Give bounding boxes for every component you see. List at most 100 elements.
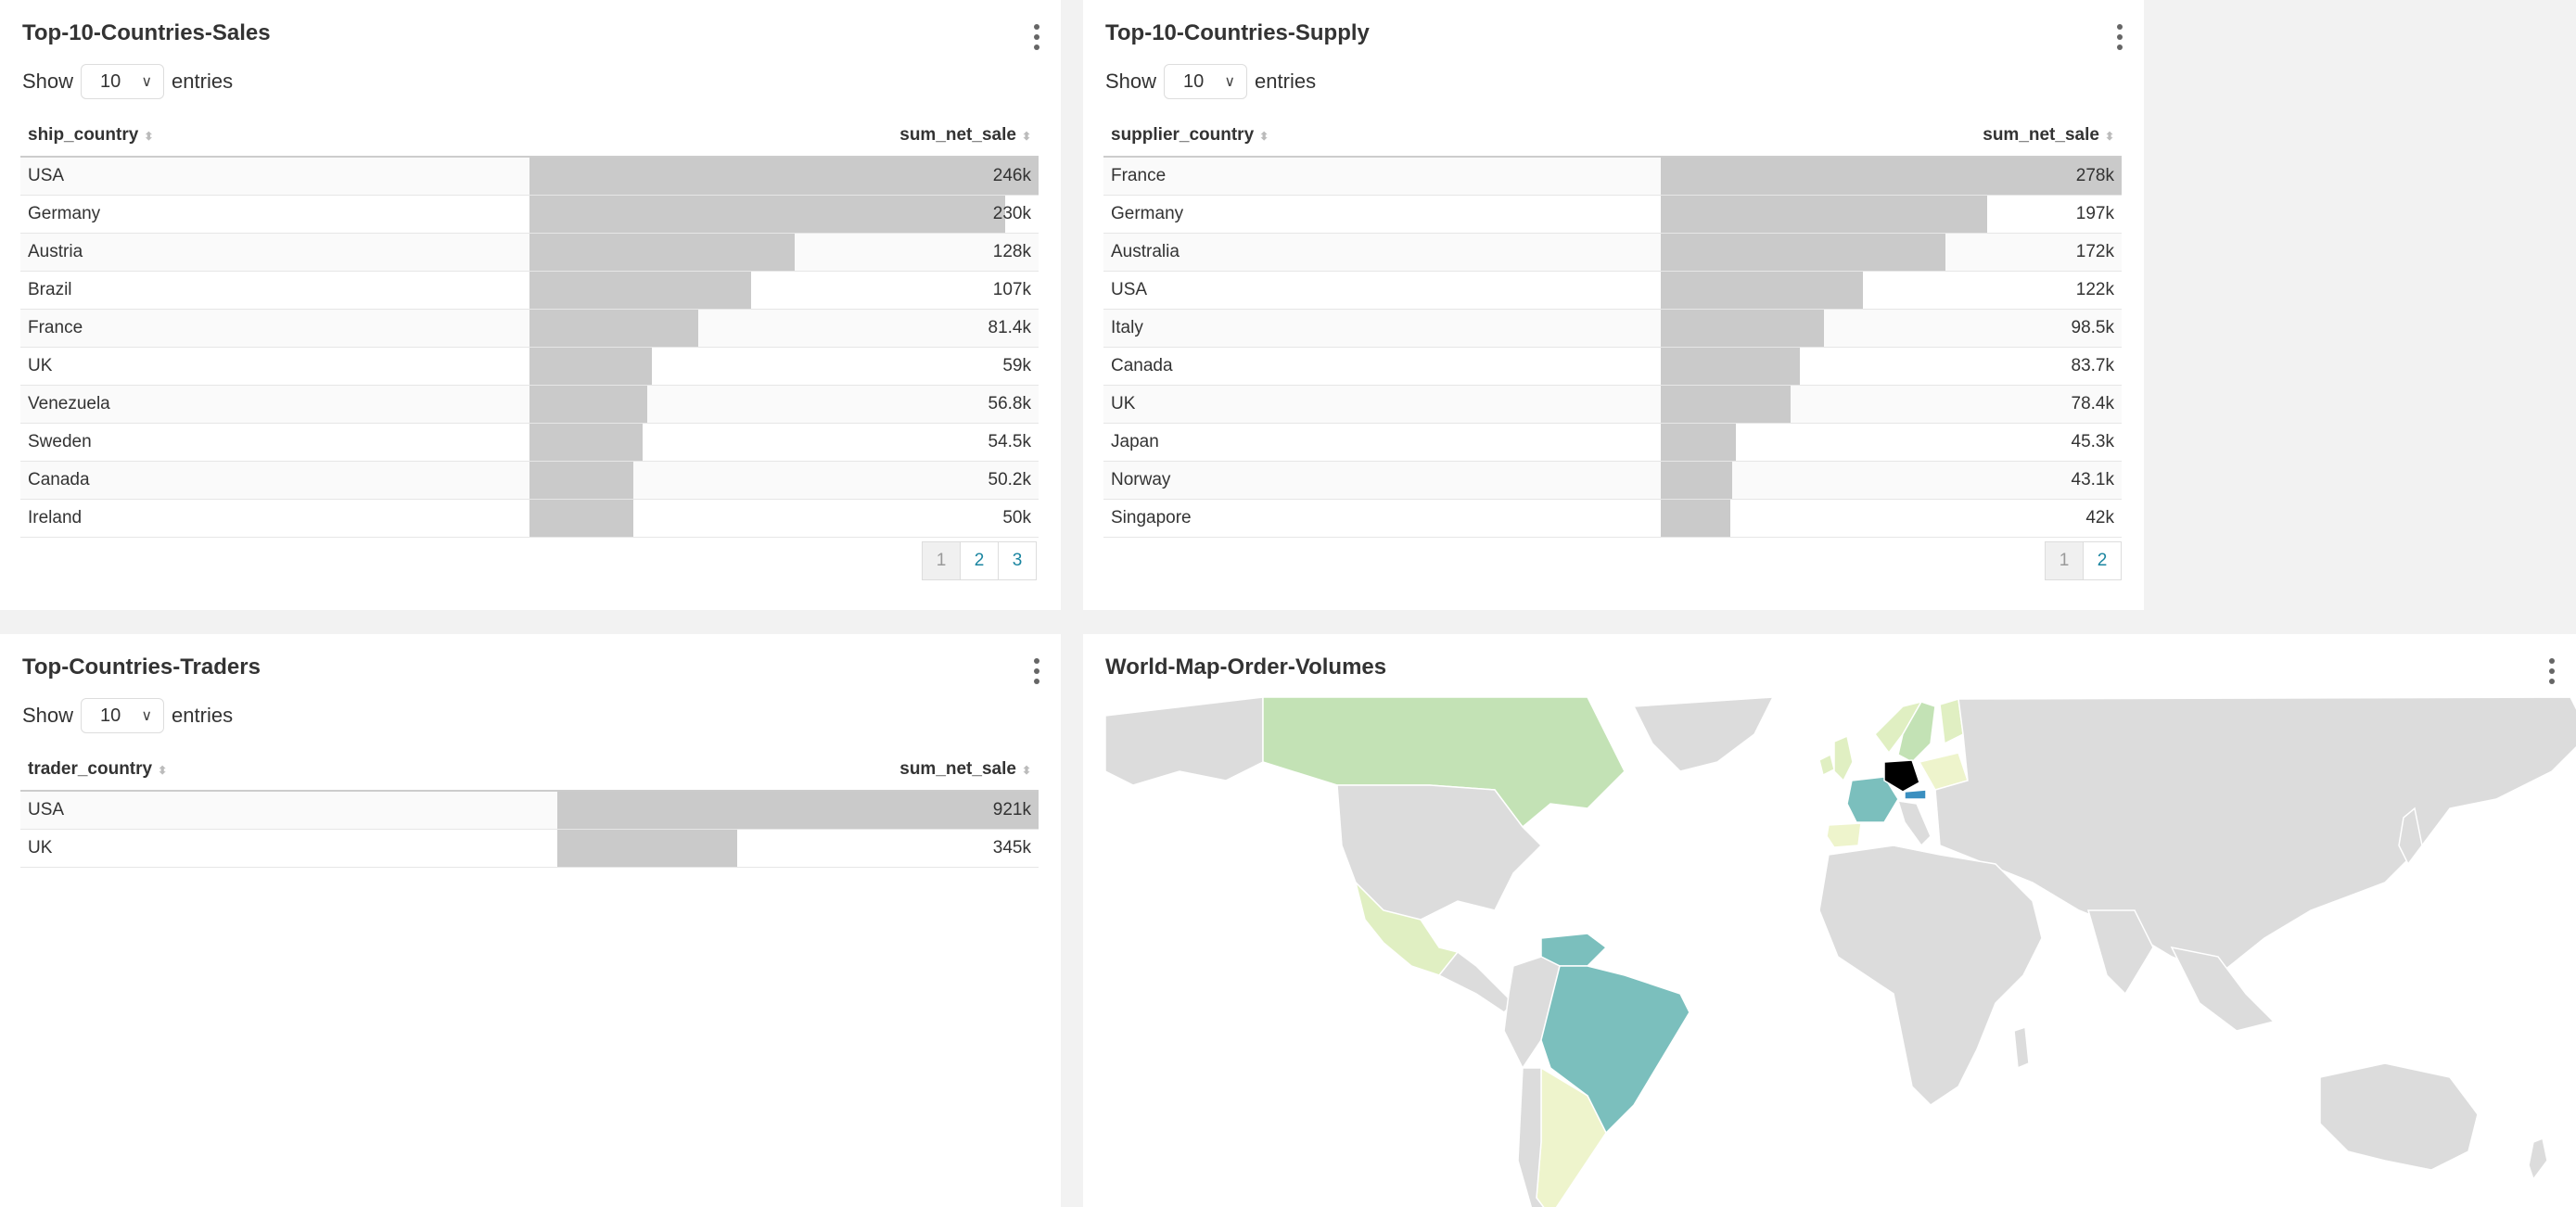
map-region-australia[interactable] bbox=[2319, 1062, 2479, 1171]
map-region-alaska[interactable] bbox=[1104, 696, 1264, 786]
value-bar bbox=[557, 830, 738, 867]
value-label: 921k bbox=[992, 800, 1031, 819]
map-region-germany[interactable] bbox=[1883, 759, 1920, 793]
sort-icon: ⬍ bbox=[2104, 130, 2114, 143]
country-cell: Sweden bbox=[20, 423, 529, 462]
map-region-austria[interactable] bbox=[1904, 789, 1927, 800]
country-cell: USA bbox=[20, 157, 529, 196]
country-cell: UK bbox=[20, 829, 557, 868]
sales-card: Top-10-Countries-Sales Show 10 ∨ entries… bbox=[0, 0, 1061, 610]
page-link-1[interactable]: 1 bbox=[2045, 541, 2084, 580]
value-bar bbox=[1661, 310, 1825, 347]
worldmap-card-title: World-Map-Order-Volumes bbox=[1105, 654, 1387, 680]
value-bar bbox=[529, 158, 1039, 195]
value-cell: 56.8k bbox=[529, 385, 1039, 424]
table-row: Canada 83.7k bbox=[1103, 347, 2122, 386]
country-cell: Canada bbox=[20, 461, 529, 500]
value-label: 42k bbox=[2085, 508, 2114, 527]
map-region-japan[interactable] bbox=[2398, 807, 2423, 866]
table-row: Germany 197k bbox=[1103, 195, 2122, 234]
value-bar bbox=[529, 462, 634, 499]
worldmap-card-menu-icon[interactable] bbox=[2546, 658, 2557, 684]
table-row: Norway 43.1k bbox=[1103, 461, 2122, 500]
value-bar bbox=[529, 234, 795, 271]
value-cell: 230k bbox=[529, 195, 1039, 234]
value-cell: 54.5k bbox=[529, 423, 1039, 462]
map-region-ireland[interactable] bbox=[1818, 753, 1835, 777]
sales-page-size-select[interactable]: 10 ∨ bbox=[81, 64, 165, 99]
map-region-italy[interactable] bbox=[1896, 800, 1932, 847]
supply-page-size-value: 10 bbox=[1183, 70, 1205, 92]
country-cell: Ireland bbox=[20, 499, 529, 538]
map-region-sweden[interactable] bbox=[1897, 701, 1936, 763]
table-row: Ireland 50k bbox=[20, 499, 1039, 538]
supply-card-title: Top-10-Countries-Supply bbox=[1105, 20, 1370, 45]
traders-card-title: Top-Countries-Traders bbox=[22, 654, 261, 680]
traders-card-menu-icon[interactable] bbox=[1031, 658, 1042, 684]
chevron-down-icon: ∨ bbox=[141, 74, 153, 90]
map-region-greenland[interactable] bbox=[1632, 696, 1775, 772]
table-row: Venezuela 56.8k bbox=[20, 385, 1039, 424]
traders-col-country-header[interactable]: trader_country ⬍ bbox=[20, 749, 557, 792]
map-region-chile[interactable] bbox=[1517, 1067, 1550, 1207]
value-cell: 45.3k bbox=[1661, 423, 2122, 462]
map-region-spain[interactable] bbox=[1826, 822, 1862, 848]
table-row: France 81.4k bbox=[20, 309, 1039, 348]
value-bar bbox=[1661, 272, 1864, 309]
supply-card-menu-icon[interactable] bbox=[2114, 24, 2125, 50]
supply-col-value-header[interactable]: sum_net_sale ⬍ bbox=[1661, 115, 2122, 158]
sales-show-label: Show bbox=[22, 70, 74, 93]
table-row: UK 78.4k bbox=[1103, 385, 2122, 424]
value-label: 278k bbox=[2075, 166, 2114, 185]
country-cell: UK bbox=[1103, 385, 1661, 424]
value-bar bbox=[529, 272, 751, 309]
value-bar bbox=[1661, 348, 1800, 385]
value-label: 98.5k bbox=[2071, 318, 2114, 337]
value-label: 59k bbox=[1002, 356, 1031, 375]
sales-col-value-header[interactable]: sum_net_sale ⬍ bbox=[529, 115, 1039, 158]
map-region-new-zealand[interactable] bbox=[2528, 1137, 2548, 1181]
supply-page-size-select[interactable]: 10 ∨ bbox=[1164, 64, 1248, 99]
table-row: USA 246k bbox=[20, 157, 1039, 196]
value-cell: 345k bbox=[557, 829, 1039, 868]
value-label: 122k bbox=[2075, 280, 2114, 299]
page-link-2[interactable]: 2 bbox=[2083, 541, 2122, 580]
table-row: UK 59k bbox=[20, 347, 1039, 386]
map-region-madagascar[interactable] bbox=[2013, 1025, 2030, 1070]
supply-col-country-header[interactable]: supplier_country ⬍ bbox=[1103, 115, 1661, 158]
chevron-down-icon: ∨ bbox=[1224, 74, 1236, 90]
traders-table: trader_country ⬍ sum_net_sale ⬍ USA 921k UK 3… bbox=[20, 749, 1039, 868]
sales-card-menu-icon[interactable] bbox=[1031, 24, 1042, 50]
map-region-central-america[interactable] bbox=[1437, 950, 1515, 1013]
map-region-india[interactable] bbox=[2087, 909, 2154, 996]
page-link-3[interactable]: 3 bbox=[998, 541, 1037, 580]
value-cell: 98.5k bbox=[1661, 309, 2122, 348]
value-bar bbox=[1661, 196, 1988, 233]
page-link-1[interactable]: 1 bbox=[922, 541, 961, 580]
sort-icon: ⬍ bbox=[1021, 130, 1031, 143]
country-cell: Canada bbox=[1103, 347, 1661, 386]
map-region-southeast-asia[interactable] bbox=[2170, 946, 2276, 1032]
value-label: 54.5k bbox=[988, 432, 1031, 451]
value-label: 230k bbox=[992, 204, 1031, 223]
map-region-africa[interactable] bbox=[1818, 845, 2043, 1106]
traders-page-size-select[interactable]: 10 ∨ bbox=[81, 698, 165, 733]
country-cell: Austria bbox=[20, 233, 529, 272]
value-cell: 128k bbox=[529, 233, 1039, 272]
value-cell: 83.7k bbox=[1661, 347, 2122, 386]
sales-col-country-header[interactable]: ship_country ⬍ bbox=[20, 115, 529, 158]
traders-col-value-header[interactable]: sum_net_sale ⬍ bbox=[557, 749, 1039, 792]
map-region-brazil[interactable] bbox=[1540, 965, 1690, 1135]
country-cell: Venezuela bbox=[20, 385, 529, 424]
worldmap-card: World-Map-Order-Volumes bbox=[1083, 634, 2576, 1207]
value-bar bbox=[1661, 500, 1731, 537]
page-link-2[interactable]: 2 bbox=[960, 541, 999, 580]
map-region-uk[interactable] bbox=[1833, 734, 1854, 782]
supply-table: supplier_country ⬍ sum_net_sale ⬍ France 27… bbox=[1103, 115, 2122, 538]
value-label: 45.3k bbox=[2071, 432, 2114, 451]
value-label: 107k bbox=[992, 280, 1031, 299]
sort-icon: ⬍ bbox=[1259, 130, 1269, 143]
supply-page-size-control: Show 10 ∨ entries bbox=[1105, 63, 1316, 100]
value-cell: 172k bbox=[1661, 233, 2122, 272]
